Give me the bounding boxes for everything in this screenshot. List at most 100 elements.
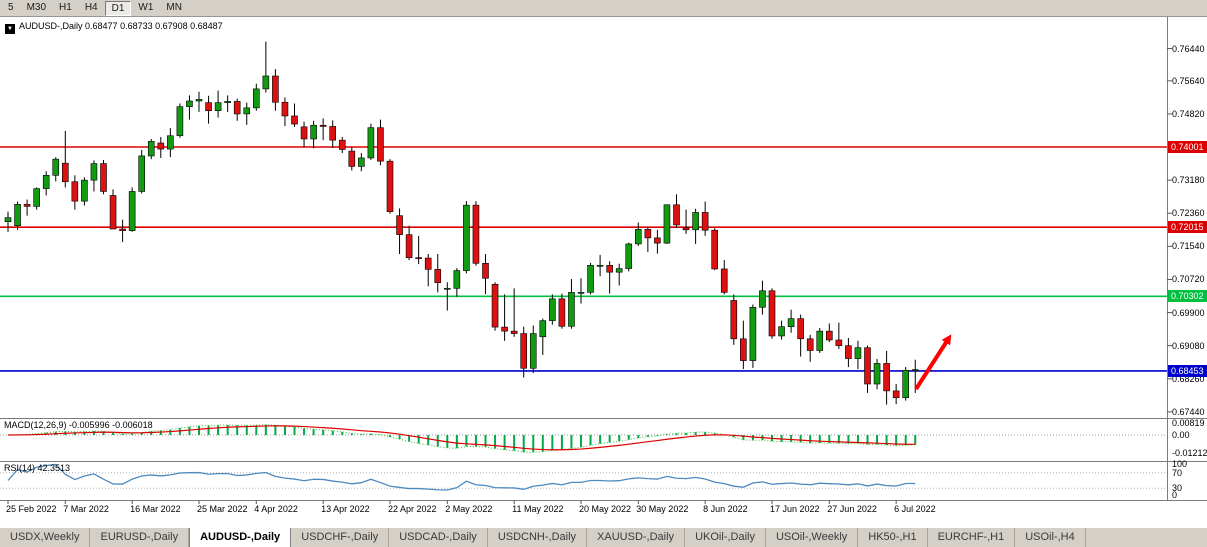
candle [606,265,613,273]
timeframe-button-mn[interactable]: MN [166,1,182,13]
candle [539,320,547,338]
candle [568,292,575,327]
price-scale-label: 0.75640 [1172,75,1205,86]
chart-tab-hk50-h1[interactable]: HK50-,H1 [858,528,928,547]
chart-tab-usoil-h4[interactable]: USOil-,H4 [1015,528,1086,547]
candle [195,99,203,102]
timeframe-button-d1[interactable]: D1 [104,0,132,16]
candle [338,139,346,150]
macd-indicator-label: MACD(12,26,9) -0.005996 -0.006018 [4,420,153,430]
chart-title: ▼ AUDUSD-,Daily 0.68477 0.68733 0.67908 0… [5,21,223,34]
chart-tab-usdcnh-daily[interactable]: USDCNH-,Daily [488,528,588,547]
timeframe-button-5[interactable]: 5 [8,1,14,13]
chart-tab-usdx-weekly[interactable]: USDX,Weekly [0,528,91,547]
chart-tab-usdcad-daily[interactable]: USDCAD-,Daily [389,528,488,547]
candle [759,290,766,308]
chart-tab-eurchf-h1[interactable]: EURCHF-,H1 [928,528,1016,547]
candle [329,126,337,141]
candle [787,318,795,327]
timeframe-button-h1[interactable]: H1 [59,1,72,13]
macd-name: MACD(12,26,9) [4,420,67,430]
candle [682,227,690,231]
candle [100,163,107,192]
price-scale-label: 0.73180 [1172,175,1205,186]
candle [911,369,919,371]
timeframe-button-h4[interactable]: H4 [84,1,98,13]
chart-tab-eurusd-daily[interactable]: EURUSD-,Daily [90,528,190,547]
timeframe-button-w1[interactable]: W1 [138,1,154,13]
candle [463,204,470,271]
candle [233,101,241,115]
price-tag: 0.70302 [1168,290,1207,303]
candle [176,106,184,137]
chart-tab-usoil-weekly[interactable]: USOil-,Weekly [766,528,859,547]
price-scale-label: 0.74820 [1172,108,1205,119]
candle [119,228,126,231]
candle [711,229,719,270]
date-label: 4 Apr 2022 [254,504,298,514]
date-label: 13 Apr 2022 [321,504,370,514]
price-chart-canvas[interactable] [0,17,1207,527]
rsi-value: 42.3513 [37,463,71,473]
macd-scale-label: -0.01212 [1172,448,1207,458]
chart-collapse-icon[interactable]: ▼ [5,24,15,34]
candle [300,126,308,140]
macd-main-line [7,424,916,453]
chart-tabs-bar: USDX,Weekly EURUSD-,Daily AUDUSD-,Daily USD… [0,527,1207,547]
date-label: 6 Jul 2022 [894,504,936,514]
macd-scale-label: 0.00 [1172,430,1190,440]
candle [42,174,50,189]
date-label: 27 Jun 2022 [827,504,877,514]
rsi-indicator-label: RSI(14) 42.3513 [4,463,70,473]
rsi-scale-label: 0 [1172,490,1178,500]
chart-tab-usdchf-daily[interactable]: USDCHF-,Daily [291,528,390,547]
candle [768,290,776,337]
candle [443,288,451,290]
date-label: 16 Mar 2022 [130,504,181,514]
candle [892,390,900,399]
candle [644,229,652,239]
candlestick-series [4,41,919,405]
price-scale-label: 0.76440 [1172,43,1205,54]
candle [109,195,117,230]
chart-tab-audusd-daily[interactable]: AUDUSD-,Daily [189,528,292,547]
candle [797,318,804,340]
candle [854,347,862,359]
candle [396,215,403,235]
candle [902,369,910,399]
date-label: 25 Mar 2022 [197,504,248,514]
rsi-name: RSI(14) [4,463,36,473]
chart-tab-ukoil-daily[interactable]: UKOil-,Daily [685,528,766,547]
date-label: 20 May 2022 [579,504,632,514]
candle [81,179,88,202]
macd-histogram [16,424,917,453]
timeframe-toolbar: 5 M30 H1 H4 D1 W1 MN [0,0,1207,17]
trend-arrow-annotation[interactable] [914,334,952,391]
candle [845,345,852,359]
candle [224,101,231,103]
candle [816,330,824,351]
candle [310,124,317,140]
candle [730,300,738,340]
price-tag: 0.68453 [1168,364,1207,377]
candle [405,234,413,258]
chart-area[interactable]: ▼ AUDUSD-,Daily 0.68477 0.68733 0.67908 0… [0,17,1207,527]
candle [253,88,260,109]
candle [52,158,60,176]
candle [167,135,174,150]
candle [90,163,98,181]
price-scale-label: 0.72360 [1172,208,1205,219]
price-scale-label: 0.70720 [1172,274,1205,285]
date-label: 25 Feb 2022 [6,504,57,514]
candle [625,243,633,269]
candle [491,283,499,328]
candle [281,101,289,117]
candle [835,339,843,346]
chart-tab-xauusd-daily[interactable]: XAUUSD-,Daily [587,528,686,547]
candle [415,257,422,259]
candle [673,204,680,226]
candle [186,100,193,107]
candle [577,292,585,294]
timeframe-button-m30[interactable]: M30 [26,1,47,13]
candle [358,157,365,167]
